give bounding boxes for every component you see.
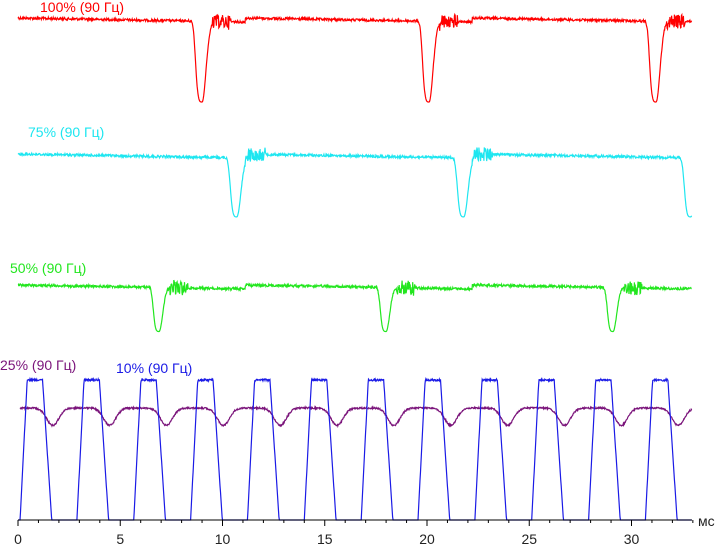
series-label-4: 25% (90 Гц) bbox=[0, 357, 76, 373]
series-label-3: 50% (90 Гц) bbox=[10, 260, 86, 276]
series-label-1: 100% (90 Гц) bbox=[40, 0, 124, 15]
x-tick-label: 15 bbox=[317, 531, 333, 547]
series-label-2: 75% (90 Гц) bbox=[28, 124, 104, 140]
x-tick-label: 30 bbox=[624, 531, 640, 547]
x-tick-label: 5 bbox=[116, 531, 124, 547]
series-line-2 bbox=[17, 147, 693, 218]
x-tick-label: 20 bbox=[419, 531, 435, 547]
series-line-3 bbox=[17, 279, 692, 333]
x-axis-unit-label: мс bbox=[698, 513, 715, 529]
series-line-5 bbox=[18, 376, 692, 521]
x-tick-label: 10 bbox=[215, 531, 231, 547]
series-labels-layer: 100% (90 Гц) 75% (90 Гц) 50% (90 Гц) 25% (9… bbox=[0, 0, 192, 376]
series-label-5: 10% (90 Гц) bbox=[116, 360, 192, 376]
series-line-1 bbox=[17, 12, 693, 103]
x-tick-label: 0 bbox=[14, 531, 22, 547]
x-axis: 0 5 10 15 20 25 30 мс bbox=[14, 513, 715, 547]
series-line-4 bbox=[19, 405, 693, 429]
x-tick-label: 25 bbox=[521, 531, 537, 547]
traces-layer bbox=[17, 12, 693, 521]
